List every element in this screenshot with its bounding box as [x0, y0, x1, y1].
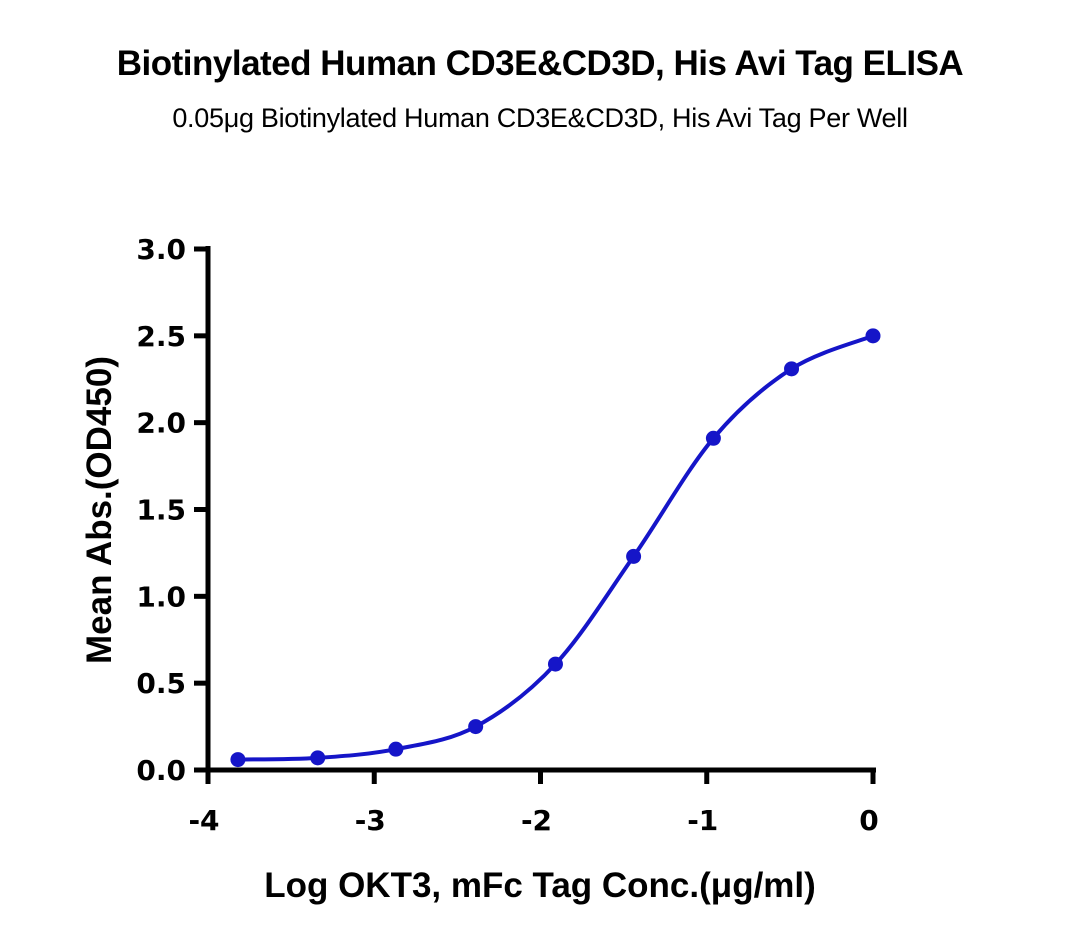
x-tick-label: -4	[188, 804, 219, 837]
y-tick-label: 3.0	[136, 233, 186, 266]
data-point	[310, 750, 326, 766]
x-tick-label: 0	[859, 804, 878, 837]
data-point	[230, 752, 246, 768]
data-points	[230, 328, 881, 768]
y-tick-label: 2.0	[136, 407, 186, 440]
data-point	[547, 656, 563, 672]
chart-title: Biotinylated Human CD3E&CD3D, His Avi Ta…	[116, 44, 964, 83]
x-axis: -4 -3 -2 -1 0	[188, 767, 879, 837]
fit-curve	[237, 333, 874, 762]
data-point	[784, 361, 800, 377]
y-tick-label: 2.5	[136, 320, 186, 353]
x-tick-label: -1	[687, 804, 718, 837]
y-tick-label: 1.0	[136, 580, 186, 613]
chart-subtitle: 0.05μg Biotinylated Human CD3E&CD3D, His…	[172, 103, 908, 133]
y-tick-label: 0.5	[136, 667, 186, 700]
data-point	[626, 548, 642, 564]
x-axis-title: Log OKT3, mFc Tag Conc.(μg/ml)	[264, 866, 816, 905]
data-point	[388, 741, 404, 757]
y-tick-label: 1.5	[136, 494, 186, 527]
data-point	[865, 328, 881, 344]
data-point	[468, 719, 484, 735]
y-tick-label: 0.0	[136, 754, 186, 787]
data-point	[705, 430, 721, 446]
y-axis: 0.0 0.5 1.0 1.5 2.0 2.5 3.0	[136, 233, 211, 787]
x-tick-label: -3	[355, 804, 386, 837]
y-axis-title: Mean Abs.(OD450)	[80, 356, 119, 664]
x-tick-label: -2	[521, 804, 552, 837]
